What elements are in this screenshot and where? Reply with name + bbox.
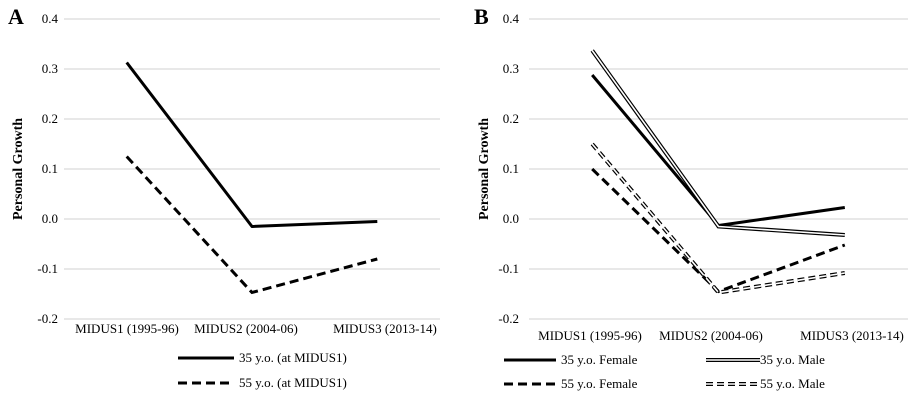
panel-a-category-label: MIDUS2 (2004-06) [194, 321, 298, 336]
panel-b-series-line [590, 142, 846, 295]
panel-a-y-axis-label: Personal Growth [11, 118, 26, 220]
panel-a-ytick-label: 0.4 [42, 11, 59, 26]
panel-a-letter: A [8, 4, 24, 29]
panel-b-y-axis-label: Personal Growth [477, 118, 492, 220]
panel-a-series-1 [125, 61, 378, 228]
panel-b-ytick-label: 0.0 [503, 211, 519, 226]
panel-a-legend-label: 55 y.o. (at MIDUS1) [239, 375, 347, 390]
panel-b-series-line [591, 167, 846, 294]
panel-b-ytick-label: 0.2 [503, 111, 519, 126]
panel-b-category-label: MIDUS3 (2013-14) [800, 328, 904, 343]
panel-b-letter: B [474, 4, 489, 29]
panel-a-legend-label: 35 y.o. (at MIDUS1) [239, 350, 347, 365]
panel-b-series-line-inner [591, 50, 845, 236]
panel-a-ytick-label: -0.1 [37, 261, 58, 276]
panel-b-series-line-inner [591, 143, 845, 294]
panel-a-category-label: MIDUS3 (2013-14) [333, 321, 437, 336]
panel-a-category-label: MIDUS1 (1995-96) [75, 321, 179, 336]
panel-b-category-label: MIDUS2 (2004-06) [659, 328, 763, 343]
panel-a-series-2 [125, 155, 378, 295]
panel-a-ytick-label: 0.1 [42, 161, 58, 176]
panel-a-ytick-label: 0.2 [42, 111, 58, 126]
panel-b-legend-label: 35 y.o. Female [561, 352, 638, 367]
panel-b-ytick-label: 0.1 [503, 161, 519, 176]
panel-a-ytick-label: 0.0 [42, 211, 58, 226]
panel-b-ytick-label: 0.3 [503, 61, 519, 76]
panel-b-legend-label: 35 y.o. Male [760, 352, 825, 367]
panel-b-legend-label: 55 y.o. Female [561, 376, 638, 391]
panel-b-series-line [591, 74, 846, 227]
panel-b-series-4 [590, 142, 846, 295]
panel-b-series-line [590, 49, 845, 237]
panel-b-series-3 [591, 167, 846, 294]
panel-b-legend-label: 55 y.o. Male [760, 376, 825, 391]
panel-a-ytick-label: 0.3 [42, 61, 58, 76]
panel-a-series-line [125, 155, 378, 295]
panel-b-category-label: MIDUS1 (1995-96) [538, 328, 642, 343]
panel-a-series-line [125, 61, 378, 228]
panel-b-ytick-label: -0.1 [498, 261, 519, 276]
panel-b-ytick-label: -0.2 [498, 311, 519, 326]
panel-b-ytick-label: 0.4 [503, 11, 520, 26]
panel-b-series-1 [591, 74, 846, 227]
panel-b-series-2 [590, 49, 845, 237]
panel-a-ytick-label: -0.2 [37, 311, 58, 326]
